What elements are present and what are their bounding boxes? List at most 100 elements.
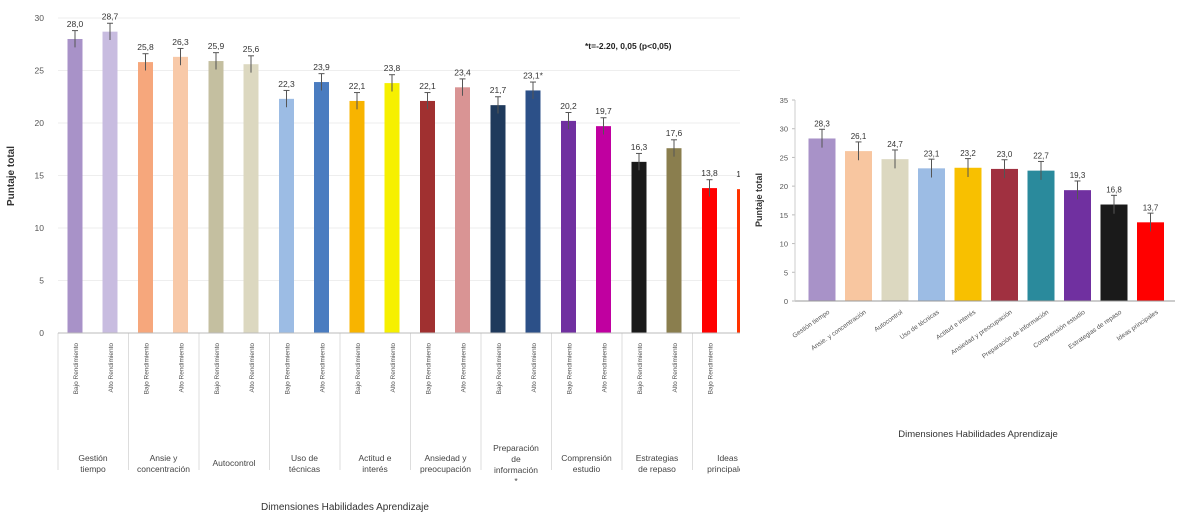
- y-tick-label: 15: [35, 171, 45, 181]
- bar-sub-label: Bajo Rendimiento: [214, 343, 221, 395]
- left-bars: 28,0 28,7 25,8 26,3 25,9 25,6 22,3 23,9 22,1 23,8…: [67, 12, 740, 334]
- significance-annotation: *t=-2.20, 0,05 (p<0,05): [585, 41, 672, 51]
- group-label: Comprensión: [561, 453, 612, 463]
- bar-sub-label: Bajo Rendimiento: [285, 343, 292, 395]
- y-tick-label: 30: [35, 13, 45, 23]
- group-label: de: [511, 454, 521, 464]
- group-label: Ansiedad y: [424, 453, 467, 463]
- group-label: *: [514, 476, 518, 486]
- y-tick-label: 15: [780, 211, 788, 220]
- bar-sub-label: Alto Rendimiento: [461, 343, 468, 393]
- bar-value-label: 23,1: [924, 149, 940, 158]
- y-tick-label: 20: [780, 182, 788, 191]
- bar: [384, 83, 400, 333]
- group-label: estudio: [573, 464, 601, 474]
- bar-sub-label: Alto Rendimiento: [531, 343, 538, 393]
- bar-sub-label: Alto Rendimiento: [108, 343, 115, 393]
- group-label: Autocontrol: [213, 458, 256, 468]
- right-x-axis-title: Dimensiones Habilidades Aprendizaje: [898, 429, 1057, 440]
- bar-value-label: 28,7: [102, 12, 119, 22]
- bar: [138, 62, 153, 333]
- bar: [173, 56, 188, 333]
- bar-value-label: 20,2: [560, 101, 577, 111]
- bar-value-label: 25,9: [208, 41, 225, 51]
- bar-value-label: 25,8: [137, 42, 154, 52]
- bar: [455, 87, 470, 333]
- bar-sub-label: Bajo Rendimiento: [567, 343, 574, 395]
- bar-sub-label: Bajo Rendimiento: [637, 343, 644, 395]
- bar-value-label: 22,3: [278, 79, 295, 89]
- bar-value-label: 26,3: [172, 37, 189, 47]
- bar: [67, 39, 83, 333]
- bar-value-label: 23,8: [384, 63, 401, 73]
- bar: [1027, 170, 1055, 301]
- y-tick-label: 30: [780, 125, 788, 134]
- right-y-axis-title: Puntaje total: [754, 173, 764, 227]
- y-tick-label: 0: [39, 328, 44, 338]
- y-tick-label: 25: [780, 153, 788, 162]
- learning-skills-by-performance-chart: 0 5 10 15 20 25 30 28,0 28,7 25,8 26,3 25,9 25,6 22,…: [6, 12, 740, 513]
- bar-value-label: 28,3: [814, 119, 830, 128]
- bar: [349, 100, 365, 333]
- bar-value-label: 21,7: [490, 85, 507, 95]
- right-y-axis-ticks: 0 5 10 15 20 25 30 35: [780, 96, 795, 306]
- bar-value-label: 17,6: [666, 128, 683, 138]
- bar-value-label: 23,0: [997, 150, 1013, 159]
- group-label: concentración: [137, 464, 190, 474]
- bar-sub-label: Alto Rendimiento: [672, 343, 679, 393]
- bar-value-label: 19,3: [1070, 171, 1086, 180]
- bar-value-label: 23,9: [313, 62, 330, 72]
- y-tick-label: 35: [780, 96, 788, 105]
- bar-value-label: 22,7: [1033, 152, 1049, 161]
- bar: [596, 126, 611, 334]
- bar-sub-label: Alto Rendimiento: [390, 343, 397, 393]
- bar-sub-label: Bajo Rendimiento: [426, 343, 433, 395]
- bar: [208, 61, 224, 334]
- group-label: Gestión: [78, 453, 108, 463]
- group-label: principales: [707, 464, 740, 474]
- bar-value-label: 16,3: [631, 142, 648, 152]
- bar: [666, 148, 682, 333]
- bar: [561, 120, 576, 334]
- bar-value-label: 25,6: [243, 44, 260, 54]
- y-tick-label: 10: [35, 223, 45, 233]
- bar: [954, 167, 982, 301]
- group-label: Actitud e: [358, 453, 391, 463]
- bar: [314, 82, 329, 333]
- y-tick-label: 0: [784, 297, 788, 306]
- bar: [490, 105, 506, 334]
- bar-sub-label: Bajo Rendimiento: [708, 343, 715, 395]
- left-y-axis-title: Puntaje total: [6, 146, 17, 206]
- y-tick-label: 20: [35, 118, 45, 128]
- group-label: Ansie y: [150, 453, 179, 463]
- bar: [918, 168, 945, 301]
- left-y-axis-ticks: 0 5 10 15 20 25 30: [35, 13, 45, 338]
- category-label: Ansiedad y preocupación: [950, 309, 1014, 357]
- bar: [279, 98, 294, 333]
- bar-sub-label: Bajo Rendimiento: [496, 343, 503, 395]
- group-label: tiempo: [80, 464, 106, 474]
- bar-value-label: 16,8: [1106, 186, 1122, 195]
- bar: [737, 189, 740, 333]
- bar: [1064, 190, 1091, 301]
- group-label: Estrategias: [636, 453, 679, 463]
- y-tick-label: 5: [784, 268, 788, 277]
- bar: [102, 31, 118, 334]
- bar-value-label: 23,4: [454, 67, 471, 77]
- bar: [420, 100, 435, 333]
- bar-value-label: 26,1: [851, 132, 867, 141]
- group-label: Preparación: [493, 443, 539, 453]
- bar-value-label: 13,7: [736, 169, 740, 179]
- bar-sub-label: Bajo Rendimiento: [73, 343, 80, 395]
- bar-sub-label: Bajo Rendimiento: [355, 343, 362, 395]
- group-label: de repaso: [638, 464, 676, 474]
- bar-value-label: 23,1*: [523, 70, 544, 80]
- y-tick-label: 5: [39, 276, 44, 286]
- bar-sub-label: Bajo Rendimiento: [144, 343, 151, 395]
- group-label: Ideas: [717, 453, 738, 463]
- bar-sub-label: Alto Rendimiento: [602, 343, 609, 393]
- bar: [1100, 204, 1128, 301]
- bar: [881, 159, 909, 301]
